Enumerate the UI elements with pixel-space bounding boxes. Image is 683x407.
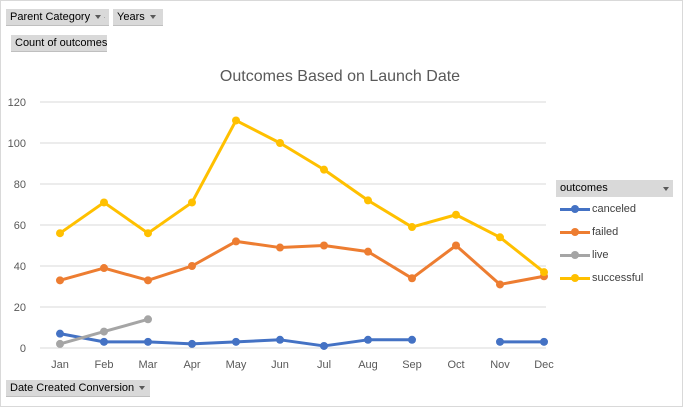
data-point[interactable] — [56, 329, 64, 338]
y-tick-label: 80 — [14, 179, 26, 191]
legend-item-live: live — [556, 243, 673, 266]
dropdown-arrow-icon — [95, 15, 102, 19]
data-point[interactable] — [408, 335, 416, 344]
x-tick-label: Feb — [95, 359, 114, 371]
chart-title: Outcomes Based on Launch Date — [220, 68, 460, 85]
data-point[interactable] — [452, 241, 460, 250]
series-successful — [56, 116, 548, 277]
legend-line-marker-icon — [560, 225, 590, 239]
y-tick-label: 60 — [14, 220, 26, 232]
data-point[interactable] — [276, 243, 284, 252]
legend-line-marker-icon — [560, 248, 590, 262]
values-field-label: Count of outcomes — [15, 36, 108, 49]
data-point[interactable] — [100, 337, 108, 346]
x-tick-label: Jan — [51, 359, 69, 371]
dropdown-arrow-icon — [139, 386, 146, 390]
data-point[interactable] — [56, 339, 64, 348]
x-tick-label: Dec — [534, 359, 554, 371]
years-filter-button[interactable]: Years — [113, 9, 163, 26]
legend-item-canceled: canceled — [556, 197, 673, 220]
outcomes-legend-filter-button[interactable]: outcomes — [556, 180, 673, 197]
data-point[interactable] — [144, 315, 152, 324]
data-point[interactable] — [56, 229, 64, 238]
filter-funnel-icon — [104, 16, 105, 18]
data-point[interactable] — [496, 337, 504, 346]
data-point[interactable] — [56, 276, 64, 285]
legend: outcomes canceled failed live successful — [556, 180, 673, 289]
data-point[interactable] — [408, 223, 416, 232]
data-point[interactable] — [496, 233, 504, 242]
data-point[interactable] — [540, 268, 548, 277]
dropdown-arrow-icon — [663, 186, 669, 191]
x-tick-label: Aug — [358, 359, 378, 371]
y-axis-labels: 0 20 40 60 80 100 120 — [8, 97, 26, 355]
data-point[interactable] — [144, 337, 152, 346]
date-created-conversion-field-button[interactable]: Date Created Conversion — [6, 380, 150, 397]
legend-title: outcomes — [560, 182, 608, 194]
dropdown-arrow-icon — [149, 15, 156, 19]
data-point[interactable] — [452, 210, 460, 219]
y-tick-label: 0 — [20, 343, 26, 355]
x-tick-label: May — [226, 359, 247, 371]
data-point[interactable] — [100, 264, 108, 273]
legend-item-successful: successful — [556, 266, 673, 289]
legend-label: failed — [592, 225, 619, 238]
data-point[interactable] — [188, 198, 196, 207]
x-tick-label: Mar — [139, 359, 158, 371]
x-tick-label: Jun — [271, 359, 289, 371]
data-point[interactable] — [276, 335, 284, 344]
axis-field-label: Date Created Conversion — [10, 381, 135, 394]
y-tick-label: 40 — [14, 261, 26, 273]
legend-line-marker-icon — [560, 271, 590, 285]
data-series — [56, 116, 548, 350]
legend-label: successful — [592, 271, 644, 284]
data-point[interactable] — [144, 229, 152, 238]
data-point[interactable] — [232, 116, 240, 125]
x-axis-labels: Jan Feb Mar Apr May Jun Jul Aug Sep Oct Nov Dec — [51, 359, 554, 371]
legend-item-failed: failed — [556, 220, 673, 243]
y-tick-label: 100 — [8, 138, 26, 150]
data-point[interactable] — [100, 327, 108, 336]
parent-category-label: Parent Category — [10, 10, 91, 23]
parent-category-filter-button[interactable]: Parent Category — [6, 9, 109, 26]
data-point[interactable] — [364, 196, 372, 205]
data-point[interactable] — [408, 274, 416, 283]
legend-label: canceled — [592, 202, 637, 215]
data-point[interactable] — [100, 198, 108, 207]
data-point[interactable] — [540, 337, 548, 346]
data-point[interactable] — [188, 262, 196, 270]
data-point[interactable] — [364, 335, 372, 344]
x-tick-label: Jul — [317, 359, 331, 371]
y-tick-label: 120 — [8, 97, 26, 109]
x-tick-label: Oct — [447, 359, 464, 371]
data-point[interactable] — [320, 341, 328, 350]
data-point[interactable] — [232, 237, 240, 246]
x-tick-label: Sep — [402, 359, 422, 371]
data-point[interactable] — [496, 280, 504, 289]
data-point[interactable] — [276, 139, 284, 147]
series-canceled — [56, 329, 548, 350]
data-point[interactable] — [144, 276, 152, 285]
y-tick-label: 20 — [14, 302, 26, 314]
data-point[interactable] — [232, 337, 240, 346]
data-point[interactable] — [188, 339, 196, 348]
legend-line-marker-icon — [560, 202, 590, 216]
x-tick-label: Nov — [490, 359, 510, 371]
legend-label: live — [592, 248, 609, 261]
data-point[interactable] — [364, 247, 372, 256]
x-tick-label: Apr — [183, 359, 200, 371]
data-point[interactable] — [320, 241, 328, 250]
count-of-outcomes-field-button[interactable]: Count of outcomes — [11, 35, 107, 52]
data-point[interactable] — [320, 165, 328, 174]
series-live — [56, 315, 152, 348]
series-failed — [56, 237, 548, 289]
years-label: Years — [117, 10, 145, 23]
gridlines — [40, 101, 546, 349]
